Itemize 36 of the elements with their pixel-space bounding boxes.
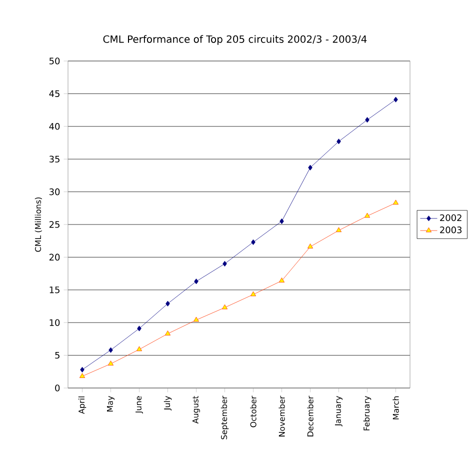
y-tick-label: 45 bbox=[49, 90, 60, 98]
point bbox=[336, 138, 341, 144]
y-tick-label: 25 bbox=[49, 221, 60, 228]
point bbox=[137, 326, 142, 332]
y-tick-label: 50 bbox=[50, 58, 60, 64]
y-tick-label: 35 bbox=[50, 156, 60, 162]
point bbox=[307, 244, 314, 248]
legend-label: 2002 bbox=[440, 214, 462, 222]
chart-title: CML Performance of Top 205 circuits 2002/3 - 2003/4 bbox=[103, 35, 367, 45]
point bbox=[336, 227, 342, 232]
point bbox=[365, 117, 370, 123]
point bbox=[108, 347, 113, 353]
point bbox=[79, 373, 86, 378]
y-tick-label: 30 bbox=[50, 188, 60, 196]
point bbox=[278, 278, 285, 282]
point bbox=[193, 316, 200, 322]
point bbox=[250, 291, 256, 296]
point bbox=[136, 346, 142, 352]
y-tick-label: 5 bbox=[55, 352, 60, 359]
y-tick-label: 40 bbox=[49, 123, 60, 130]
point bbox=[251, 239, 256, 245]
point bbox=[308, 164, 312, 170]
y-tick-label: 20 bbox=[49, 254, 60, 261]
point bbox=[222, 304, 228, 310]
point bbox=[166, 300, 170, 306]
point bbox=[394, 96, 398, 102]
point bbox=[364, 212, 370, 218]
point bbox=[392, 200, 399, 205]
point bbox=[80, 366, 84, 372]
point bbox=[194, 278, 198, 284]
y-tick-label: 10 bbox=[50, 319, 60, 326]
point bbox=[108, 360, 114, 366]
y-tick-label: 15 bbox=[50, 286, 60, 294]
point bbox=[164, 330, 171, 336]
y-tick-label: 0 bbox=[55, 384, 60, 392]
legend-label: 2003 bbox=[440, 226, 462, 234]
